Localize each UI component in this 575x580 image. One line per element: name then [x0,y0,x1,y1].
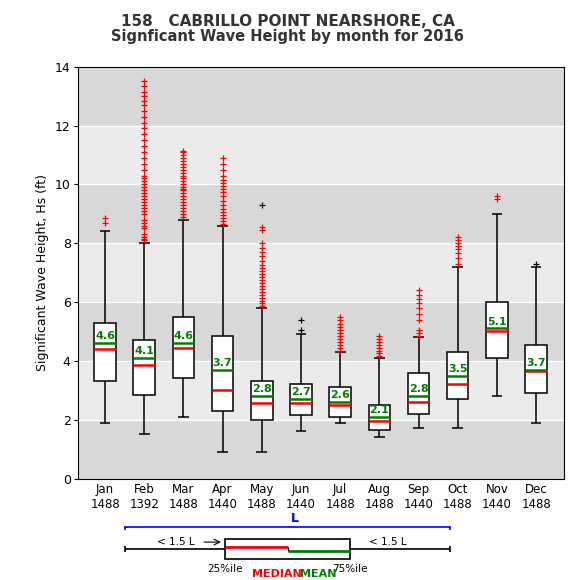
Bar [369,405,390,430]
Text: 75%ile: 75%ile [332,564,367,574]
Text: 3.7: 3.7 [526,358,546,368]
Bar [212,336,233,411]
Text: < 1.5 L: < 1.5 L [369,537,407,547]
Text: Signficant Wave Height by month for 2016: Signficant Wave Height by month for 2016 [111,29,464,44]
Bar [251,382,273,420]
Bar [290,385,312,415]
Text: 4.6: 4.6 [95,331,115,342]
Text: 25%ile: 25%ile [208,564,243,574]
Bar [329,387,351,416]
Text: 2.8: 2.8 [252,385,271,394]
Bar [133,340,155,394]
Text: MEAN: MEAN [300,570,337,579]
Text: L: L [290,512,298,524]
Bar [78,67,564,125]
Bar [447,352,469,399]
Text: 5.1: 5.1 [487,317,507,327]
Bar [408,372,430,414]
Bar [526,345,547,393]
Text: MEDIAN: MEDIAN [252,570,302,579]
Text: 2.8: 2.8 [409,385,428,394]
Bar [225,539,350,559]
Text: 3.5: 3.5 [448,364,467,374]
Bar [172,317,194,379]
Bar [78,184,564,243]
Text: 3.7: 3.7 [213,358,232,368]
Text: 2.7: 2.7 [291,387,311,397]
Bar [78,302,564,361]
Text: 4.6: 4.6 [174,331,193,342]
Text: 2.1: 2.1 [370,405,389,415]
Bar [78,420,564,478]
Text: < 1.5 L: < 1.5 L [156,537,194,547]
Text: 158   CABRILLO POINT NEARSHORE, CA: 158 CABRILLO POINT NEARSHORE, CA [121,14,454,30]
Bar [94,322,116,382]
Text: 2.6: 2.6 [330,390,350,400]
Y-axis label: Significant Wave Height, Hs (ft): Significant Wave Height, Hs (ft) [36,174,49,371]
Text: 4.1: 4.1 [135,346,154,356]
Bar [486,302,508,358]
